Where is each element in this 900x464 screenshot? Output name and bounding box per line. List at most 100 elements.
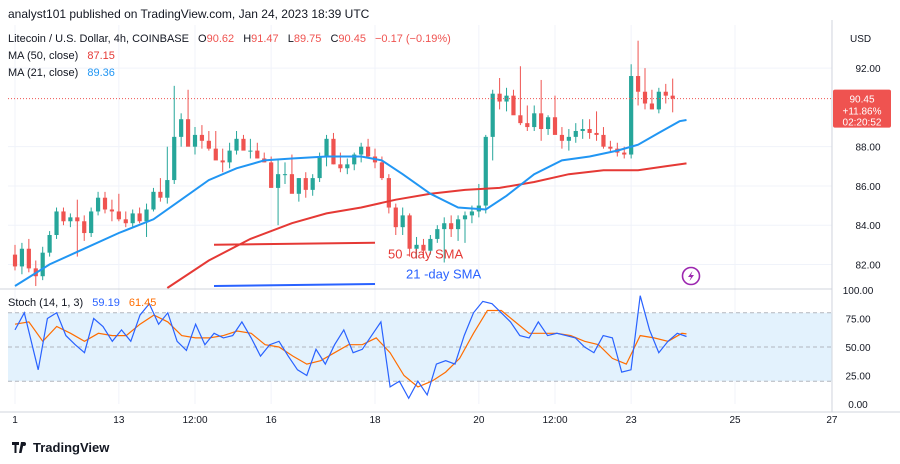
candle-body[interactable]	[670, 95, 675, 99]
candle-body[interactable]	[414, 244, 419, 249]
candle-body[interactable]	[345, 164, 350, 169]
candle-body[interactable]	[407, 215, 412, 249]
ma21-legend[interactable]: MA (21, close) 89.36	[8, 67, 115, 79]
candle-body[interactable]	[566, 136, 571, 141]
candle-body[interactable]	[469, 211, 475, 216]
candle-body[interactable]	[511, 95, 516, 116]
stoch-d-line[interactable]	[14, 309, 687, 388]
candle-body[interactable]	[206, 140, 211, 149]
candle-body[interactable]	[525, 123, 530, 128]
candle-body[interactable]	[40, 252, 45, 277]
candle-body[interactable]	[656, 91, 661, 110]
candle-body[interactable]	[192, 134, 198, 147]
candle-body[interactable]	[109, 209, 115, 212]
candle-body[interactable]	[234, 138, 239, 151]
symbol-legend[interactable]: Litecoin / U.S. Dollar, 4h, COINBASE O90…	[8, 33, 451, 45]
candle-body[interactable]	[462, 215, 468, 220]
candle-body[interactable]	[47, 235, 52, 253]
candle-body[interactable]	[352, 154, 357, 165]
candle-body[interactable]	[587, 129, 592, 133]
candle-body[interactable]	[663, 91, 668, 96]
stoch-k-line[interactable]	[14, 295, 687, 400]
candle-body[interactable]	[365, 146, 371, 157]
stoch-legend[interactable]: Stoch (14, 1, 3) 59.19 61.45	[8, 297, 156, 309]
candle-body[interactable]	[123, 219, 128, 224]
ma50-line[interactable]	[166, 162, 687, 289]
candle-body[interactable]	[68, 217, 73, 222]
candle-body[interactable]	[331, 138, 336, 165]
ma21-line[interactable]	[14, 119, 687, 287]
candle-body[interactable]	[455, 219, 461, 230]
candle-body[interactable]	[144, 209, 149, 222]
candle-body[interactable]	[282, 174, 288, 176]
candle-body[interactable]	[379, 162, 385, 179]
candle-body[interactable]	[179, 119, 184, 137]
candle-body[interactable]	[601, 134, 606, 147]
candle-body[interactable]	[310, 178, 315, 190]
candle-body[interactable]	[172, 136, 177, 181]
candle-body[interactable]	[400, 215, 405, 228]
candle-body[interactable]	[539, 113, 544, 130]
candle-body[interactable]	[428, 238, 433, 251]
candle-body[interactable]	[386, 178, 391, 208]
candle-body[interactable]	[213, 148, 218, 161]
candle-body[interactable]	[338, 164, 343, 169]
candle-body[interactable]	[518, 115, 523, 124]
candle-body[interactable]	[532, 113, 537, 128]
candle-body[interactable]	[54, 211, 59, 236]
candle-body[interactable]	[573, 130, 578, 137]
candle-body[interactable]	[449, 223, 454, 230]
candle-body[interactable]	[116, 211, 121, 220]
candle-body[interactable]	[199, 134, 205, 141]
candle-body[interactable]	[220, 160, 225, 163]
candle-body[interactable]	[317, 156, 322, 179]
candle-body[interactable]	[642, 91, 648, 104]
candle-body[interactable]	[442, 223, 447, 230]
candle-body[interactable]	[95, 197, 101, 212]
candle-body[interactable]	[303, 178, 308, 190]
candle-body[interactable]	[289, 174, 295, 194]
candle-body[interactable]	[82, 221, 87, 234]
candle-body[interactable]	[421, 244, 426, 251]
candle-body[interactable]	[102, 197, 108, 210]
candle-body[interactable]	[12, 254, 18, 267]
tradingview-footer[interactable]: TradingView	[12, 440, 109, 455]
candle-body[interactable]	[19, 248, 25, 267]
candle-body[interactable]	[629, 76, 634, 155]
candle-body[interactable]	[580, 129, 585, 131]
candle-body[interactable]	[649, 103, 655, 110]
candle-body[interactable]	[248, 150, 253, 152]
candle-body[interactable]	[165, 180, 170, 198]
candle-body[interactable]	[151, 191, 156, 210]
candle-body[interactable]	[490, 93, 495, 137]
candle-body[interactable]	[158, 191, 163, 198]
candle-body[interactable]	[137, 213, 142, 222]
candle-body[interactable]	[622, 152, 627, 155]
candle-body[interactable]	[61, 211, 66, 222]
candle-body[interactable]	[227, 150, 232, 163]
candlestick-series[interactable]	[12, 40, 675, 287]
candle-body[interactable]	[130, 213, 135, 224]
candle-body[interactable]	[483, 136, 488, 206]
candle-body[interactable]	[497, 93, 502, 102]
candle-body[interactable]	[275, 174, 281, 188]
candle-body[interactable]	[359, 146, 364, 155]
candle-body[interactable]	[435, 229, 440, 239]
candle-body[interactable]	[75, 217, 80, 222]
candle-body[interactable]	[89, 211, 94, 234]
ma50-legend[interactable]: MA (50, close) 87.15	[8, 50, 115, 62]
candle-body[interactable]	[559, 134, 565, 141]
candle-body[interactable]	[635, 76, 641, 92]
candle-body[interactable]	[552, 117, 558, 135]
candle-body[interactable]	[296, 178, 301, 194]
candle-body[interactable]	[608, 146, 613, 149]
candle-body[interactable]	[545, 117, 551, 130]
candle-body[interactable]	[185, 119, 191, 147]
candle-body[interactable]	[26, 248, 31, 269]
candle-body[interactable]	[594, 132, 599, 135]
candle-body[interactable]	[393, 207, 398, 228]
candle-body[interactable]	[241, 138, 246, 151]
candle-body[interactable]	[269, 162, 274, 188]
candle-body[interactable]	[324, 138, 329, 157]
